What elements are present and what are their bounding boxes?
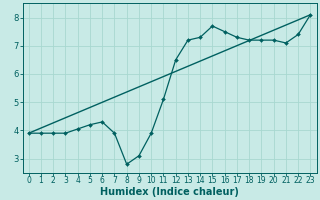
X-axis label: Humidex (Indice chaleur): Humidex (Indice chaleur) (100, 187, 239, 197)
